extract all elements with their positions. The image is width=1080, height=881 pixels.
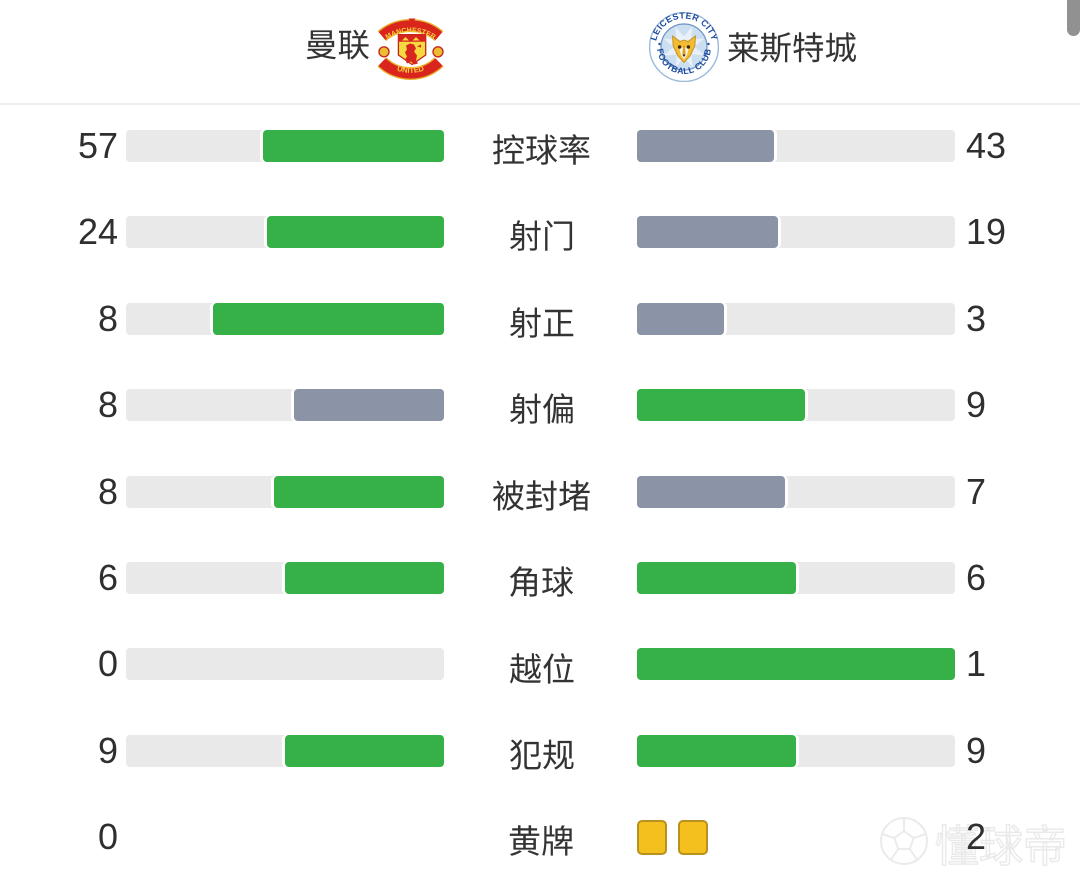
svg-text:UNITED: UNITED	[396, 64, 425, 75]
